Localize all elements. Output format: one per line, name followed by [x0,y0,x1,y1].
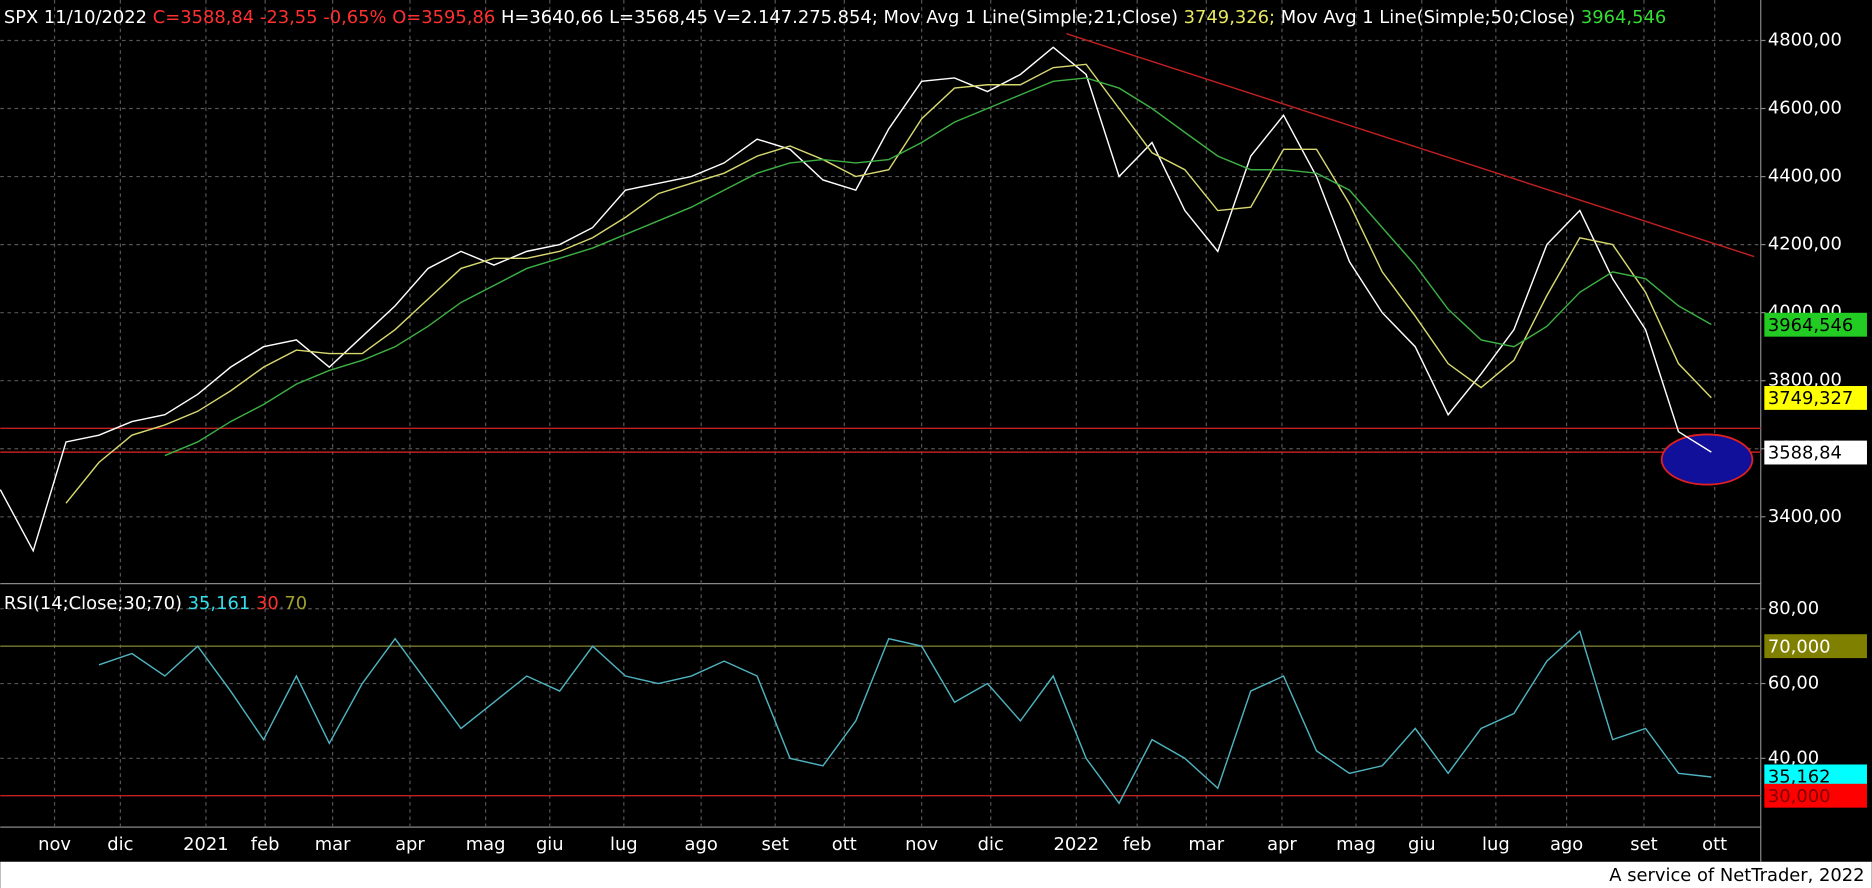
highlight-ellipse [1660,433,1754,486]
price-label-box [1764,764,1867,789]
x-tick-label: mag [1336,834,1376,855]
x-tick-label: apr [1267,834,1297,855]
header-segment: 3749,326; [1178,7,1275,28]
panel-header: RSI(14;Close;30;70) 35,161 30.70 [4,593,307,614]
series-line [65,63,1712,504]
series-line [0,46,1712,553]
header-segment: 35,161 [188,593,256,614]
header-segment: Mov Avg 1 Line(Simple;50;Close) [1275,7,1575,28]
price-label-box [1764,312,1867,337]
price-label-box [1764,634,1867,659]
x-tick-label: apr [395,834,425,855]
x-tick-label: lug [610,834,638,855]
series-line [98,629,1712,805]
y-tick-label: 4600,00 [1768,98,1842,119]
header-segment: SPX 11/10/2022 [4,7,153,28]
x-tick-label: 2021 [183,834,229,855]
price-label-box [1764,783,1867,808]
x-tick-label: lug [1482,834,1510,855]
x-tick-label: feb [1123,834,1152,855]
y-tick-label: 4400,00 [1768,166,1842,187]
footer: A service of NetTrader, 2022 [1609,865,1864,886]
x-tick-label: dic [978,834,1004,855]
y-tick-label: 60,00 [1768,673,1819,694]
x-tick-label: nov [38,834,71,855]
x-tick-label: ago [685,834,718,855]
price-label: 3749,327 [1768,388,1853,409]
x-tick-label: mar [1188,834,1224,855]
x-tick-label: mar [315,834,351,855]
x-tick-label: feb [251,834,280,855]
price-label: 3964,546 [1768,315,1853,336]
x-tick-label: giu [536,834,564,855]
x-tick-label: dic [107,834,133,855]
x-tick-label: 2022 [1054,834,1100,855]
y-tick-label: 80,00 [1768,598,1819,619]
trend-line [1066,33,1755,258]
y-tick-label: 3800,00 [1768,370,1842,391]
header-segment: 30 [256,593,279,614]
price-label: 35,162 [1768,767,1831,788]
y-tick-label: 40,00 [1768,747,1819,768]
panel-header: SPX 11/10/2022 C=3588,84 -23,55 -0,65% O… [4,7,1666,28]
x-tick-label: nov [905,834,938,855]
y-tick-label: 3400,00 [1768,506,1842,527]
price-label-box [1764,386,1867,410]
x-tick-label: giu [1408,834,1436,855]
price-label: 70,000 [1768,636,1831,657]
price-label: 3588,84 [1768,443,1842,464]
series-line [164,77,1712,457]
x-tick-label: ott [1702,834,1727,855]
price-label: 30,000 [1768,786,1831,807]
background [0,0,1871,862]
y-tick-label: 4200,00 [1768,234,1842,255]
x-tick-label: set [1630,834,1657,855]
price-label-box [1764,440,1867,465]
header-segment: C=3588,84 -23,55 -0,65% O=3595,86 [153,7,496,28]
x-tick-label: mag [466,834,506,855]
header-segment: RSI(14;Close;30;70) [4,593,188,614]
footer-band [0,861,1872,888]
header-segment: . [279,593,285,614]
header-segment: 3964,546 [1575,7,1666,28]
x-tick-label: set [762,834,789,855]
y-tick-label: 4800,00 [1768,29,1842,50]
x-tick-label: ago [1550,834,1583,855]
x-tick-label: ott [832,834,857,855]
header-segment: Mov Avg 1 Line(Simple;21;Close) [878,7,1178,28]
header-segment: H=3640,66 L=3568,45 V=2.147.275.854; [495,7,878,28]
header-segment: 70 [284,593,307,614]
